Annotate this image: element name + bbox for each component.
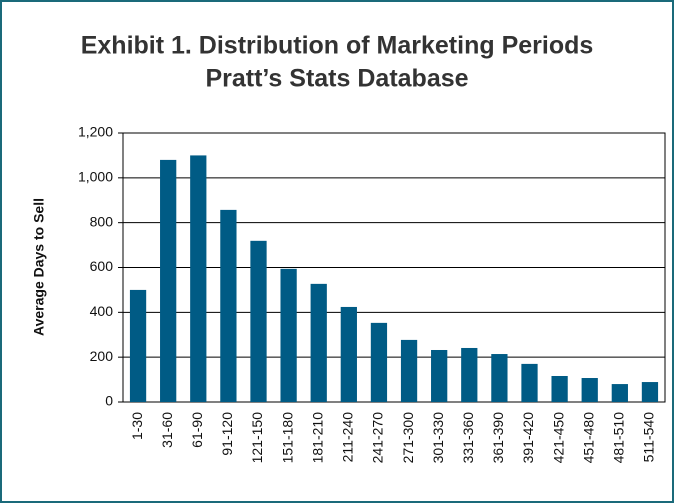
bar — [129, 289, 147, 402]
x-tick-label: 31-60 — [159, 412, 175, 448]
bar — [160, 159, 177, 402]
y-tick-label: 600 — [90, 258, 114, 274]
bar — [340, 306, 357, 402]
bar — [310, 283, 327, 402]
bar — [400, 339, 418, 402]
x-tick-label: 241-270 — [370, 412, 386, 464]
y-tick-label: 800 — [90, 213, 114, 229]
y-axis-title: Average Days to Sell — [31, 198, 47, 336]
x-tick-label: 391-420 — [520, 412, 536, 464]
chart-subtitle: Pratt’s Stats Database — [205, 65, 468, 93]
bar — [551, 375, 568, 402]
bar — [250, 240, 267, 402]
x-tick-label: 421-450 — [550, 412, 566, 464]
x-tick-label: 511-540 — [641, 412, 657, 463]
x-tick-label: 481-510 — [611, 412, 627, 464]
bar — [581, 378, 598, 402]
bar — [220, 209, 237, 402]
y-tick-label: 0 — [105, 393, 113, 409]
bar — [521, 363, 538, 402]
x-tick-label: 361-390 — [490, 412, 506, 464]
y-tick-label: 1,000 — [78, 169, 113, 185]
x-tick-label: 181-210 — [309, 412, 325, 464]
x-tick-label: 121-150 — [249, 412, 265, 464]
x-tick-label: 151-180 — [279, 412, 295, 464]
bar — [370, 322, 388, 402]
y-tick-label: 400 — [90, 303, 114, 319]
chart-title: Exhibit 1. Distribution of Marketing Per… — [81, 32, 594, 60]
y-tick-label: 1,200 — [78, 124, 113, 140]
x-tick-label: 1-30 — [129, 412, 145, 440]
bar — [641, 382, 659, 402]
y-tick-label: 200 — [90, 348, 114, 364]
bar — [190, 155, 207, 402]
bar — [280, 268, 297, 402]
x-tick-label: 61-90 — [189, 412, 205, 448]
bar — [611, 384, 628, 402]
x-tick-label: 301-330 — [430, 412, 446, 464]
x-tick-label: 211-240 — [340, 412, 356, 463]
plot-border — [122, 132, 666, 403]
x-tick-label: 451-480 — [580, 412, 596, 464]
bar — [431, 349, 448, 402]
x-tick-label: 91-120 — [219, 412, 235, 456]
x-tick-label: 271-300 — [400, 412, 416, 464]
x-tick-label: 331-360 — [460, 412, 476, 464]
bar — [461, 347, 478, 402]
bar — [491, 354, 508, 402]
